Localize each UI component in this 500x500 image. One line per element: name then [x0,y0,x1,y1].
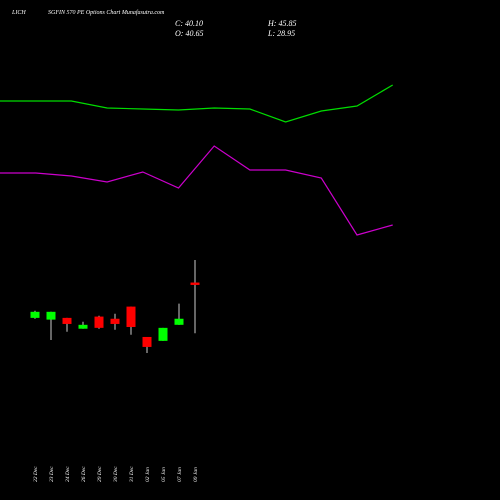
candle-body [190,282,200,285]
x-tick-label: 29 Dec [97,466,103,482]
x-tick-label: 22 Dec [33,466,39,482]
ohlc-label: O: 40.65 [175,29,203,38]
candle-body [78,324,88,329]
candle-body [46,311,56,320]
x-tick-label: 24 Dec [64,466,71,482]
x-tick-label: 26 Dec [81,466,87,482]
x-tick-label: 02 Jan [145,467,151,482]
ohlc-label: L: 28.95 [267,29,295,38]
candle-body [62,317,72,324]
indicator-line [0,145,393,236]
x-tick-label: 07 Jan [177,467,183,482]
indicator-line [0,84,394,123]
candle-body [142,336,152,347]
candle-body [30,311,40,318]
candle-body [94,316,104,328]
candle-body [126,306,136,327]
candle-body [174,318,184,325]
candle-body [110,318,120,324]
ohlc-label: C: 40.10 [175,19,203,28]
candle-body [158,327,168,341]
chart-title: LICH [11,10,26,16]
x-tick-label: 31 Dec [129,466,135,483]
x-tick-label: 23 Dec [49,466,55,482]
ohlc-label: H: 45.85 [267,19,296,28]
x-tick-label: 09 Jan [193,467,199,482]
x-tick-label: 05 Jan [161,467,167,482]
x-tick-label: 30 Dec [113,466,119,483]
chart-subtitle: SGFIN 570 PE Options Chart Munafasutra.c… [48,9,165,16]
